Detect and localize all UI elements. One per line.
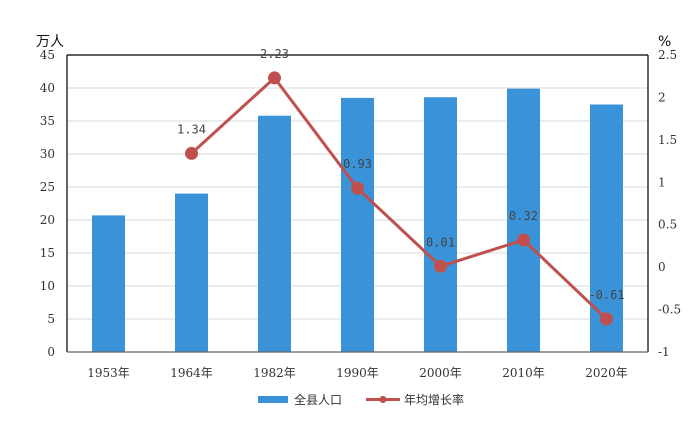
left-tick-label: 0 <box>47 345 55 359</box>
left-tick-label: 35 <box>40 114 55 128</box>
left-axis-unit: 万人 <box>36 34 64 50</box>
x-tick-label: 2020年 <box>585 366 628 380</box>
legend-swatch-marker <box>379 396 387 403</box>
left-tick-label: 40 <box>40 81 55 95</box>
data-label: 0.32 <box>509 209 538 223</box>
x-tick-label: 1982年 <box>253 366 296 380</box>
right-tick-label: 2.5 <box>658 48 677 62</box>
line-marker <box>351 181 364 195</box>
legend-label-line: 年均增长率 <box>404 392 464 407</box>
right-tick-label: -1 <box>658 345 670 359</box>
line-marker <box>268 71 281 85</box>
left-tick-label: 15 <box>40 246 55 260</box>
x-tick-label: 1964年 <box>170 366 213 380</box>
right-tick-label: 2 <box>658 90 666 104</box>
legend: 全县人口 年均增长率 <box>258 392 464 407</box>
legend-swatch-bar <box>258 396 288 403</box>
left-tick-label: 30 <box>40 147 55 161</box>
left-tick-label: 5 <box>47 312 55 326</box>
bar <box>424 97 457 353</box>
data-label: 2.23 <box>260 47 289 61</box>
line-marker <box>600 312 613 326</box>
line-marker <box>185 146 198 160</box>
right-tick-label: 1 <box>658 175 666 189</box>
right-tick-label: -0.5 <box>658 303 681 317</box>
bar <box>341 97 374 353</box>
bar <box>507 88 540 352</box>
data-label: 1.34 <box>177 122 206 136</box>
left-tick-label: 25 <box>40 180 55 194</box>
x-tick-label: 2010年 <box>502 366 545 380</box>
right-tick-label: 1.5 <box>658 133 677 147</box>
growth-rate-line <box>190 75 608 320</box>
line-marker <box>517 233 530 247</box>
x-tick-label: 1990年 <box>336 366 379 380</box>
left-tick-label: 20 <box>40 213 55 227</box>
data-label: 0.01 <box>426 235 455 249</box>
x-tick-label: 1953年 <box>87 366 130 380</box>
data-label: 0.93 <box>343 157 372 171</box>
left-tick-label: 10 <box>40 279 55 293</box>
bar <box>258 115 291 352</box>
bar <box>175 193 208 352</box>
x-tick-label: 2000年 <box>419 366 462 380</box>
data-label: -0.61 <box>588 288 624 302</box>
bar-series <box>92 88 623 353</box>
line-marker <box>434 259 447 273</box>
right-axis-unit: % <box>658 34 671 50</box>
right-tick-label: 0.5 <box>658 218 677 232</box>
legend-label-bar: 全县人口 <box>294 392 342 407</box>
data-labels: 1.34 2.23 0.93 0.01 0.32 -0.61 <box>177 47 625 302</box>
line-series <box>185 71 613 326</box>
right-tick-label: 0 <box>658 260 666 274</box>
bar <box>590 104 623 352</box>
axes: 0 5 10 15 20 25 30 35 40 45 -1 -0.5 0 0.5 1 1.5 2 2.5 1953… <box>40 48 681 380</box>
left-tick-label: 45 <box>40 48 55 62</box>
bar <box>92 215 125 352</box>
